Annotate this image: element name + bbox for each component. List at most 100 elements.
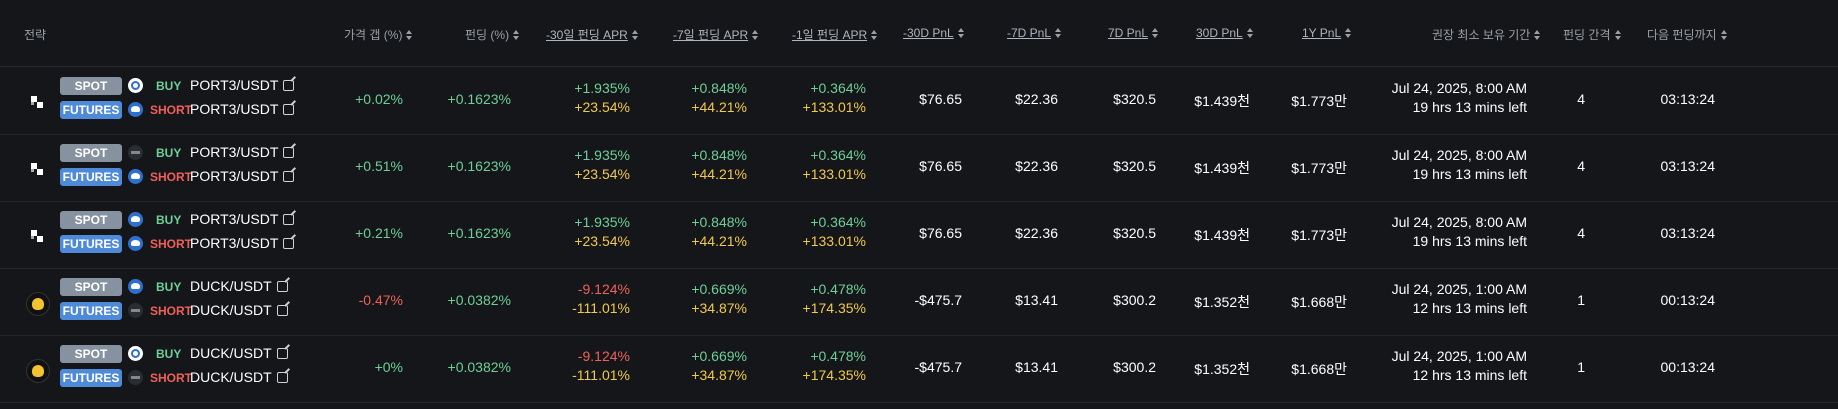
header-pnl30[interactable]: 30D PnL [1196, 26, 1253, 40]
table-row[interactable]: SPOT FUTURES BUY SHORT PORT3/USDT PORT3/… [0, 201, 1838, 269]
sort-icon [752, 29, 759, 40]
spot-badge: SPOT [60, 211, 122, 229]
pnl30: $1.439천 [1194, 93, 1250, 109]
pnl30: $1.439천 [1194, 227, 1250, 243]
pair-name: PORT3/USDT [190, 211, 279, 227]
price-gap: +0.02% [355, 91, 403, 107]
apr1-rate: +0.478% [810, 281, 866, 297]
header-hold[interactable]: 권장 최소 보유 기간 [1432, 26, 1541, 43]
futures-pair-link[interactable]: DUCK/USDT [190, 369, 288, 385]
external-link-icon [283, 170, 295, 182]
header-funding[interactable]: 펀딩 (%) [465, 26, 520, 43]
next-funding-countdown: 03:13:24 [1660, 91, 1716, 107]
table-row[interactable]: SPOT FUTURES BUY SHORT PORT3/USDT PORT3/… [0, 67, 1838, 135]
funding-rate: +0.1623% [447, 158, 511, 174]
pnl1y: $1.668만 [1291, 361, 1347, 377]
futures-pair-link[interactable]: PORT3/USDT [190, 101, 295, 117]
exchange-icon [128, 145, 143, 160]
pnl30: $1.352천 [1194, 361, 1250, 377]
futures-pair-link[interactable]: PORT3/USDT [190, 235, 295, 251]
spot-pair-link[interactable]: PORT3/USDT [190, 144, 295, 160]
short-label: SHORT [150, 304, 192, 318]
hold-date: Jul 24, 2025, 1:00 AM [1391, 348, 1527, 364]
apr30-annual: +23.54% [574, 233, 630, 249]
hold-remaining: 19 hrs 13 mins left [1412, 233, 1527, 249]
sort-icon [406, 29, 413, 40]
sort-icon [1614, 29, 1621, 40]
apr1-annual: +133.01% [802, 99, 866, 115]
spot-pair-link[interactable]: PORT3/USDT [190, 211, 295, 227]
header-apr30[interactable]: -30일 펀딩 APR [546, 26, 638, 43]
pnl7-neg: $13.41 [1015, 359, 1058, 375]
header-pnl7-neg[interactable]: -7D PnL [1007, 26, 1062, 40]
exchange-icon [128, 346, 143, 361]
spot-pair-link[interactable]: DUCK/USDT [190, 278, 288, 294]
spot-pair-link[interactable]: PORT3/USDT [190, 77, 295, 93]
header-pnl30-neg[interactable]: -30D PnL [903, 26, 964, 40]
header-apr1[interactable]: -1일 펀딩 APR [792, 26, 878, 43]
apr1-rate: +0.364% [810, 214, 866, 230]
exchange-icon [128, 236, 143, 251]
sort-icon [1055, 28, 1062, 38]
header-pnl1y[interactable]: 1Y PnL [1302, 26, 1352, 40]
short-label: SHORT [150, 237, 192, 251]
apr1-annual: +174.35% [802, 300, 866, 316]
hold-date: Jul 24, 2025, 1:00 AM [1391, 281, 1527, 297]
spot-pair-link[interactable]: DUCK/USDT [190, 345, 288, 361]
header-price-gap[interactable]: 가격 갭 (%) [344, 26, 413, 43]
apr30-annual: -111.01% [572, 367, 630, 383]
sort-icon [1534, 29, 1541, 40]
buy-label: BUY [156, 347, 182, 361]
pnl30: $1.352천 [1194, 294, 1250, 310]
header-pnl7[interactable]: 7D PnL [1108, 26, 1159, 40]
pair-name: PORT3/USDT [190, 101, 279, 117]
pnl7: $320.5 [1113, 158, 1156, 174]
sort-icon [1246, 28, 1253, 38]
apr30-rate: +1.935% [574, 80, 630, 96]
header-next[interactable]: 다음 펀딩까지 [1647, 26, 1727, 43]
apr30-annual: +23.54% [574, 99, 630, 115]
futures-pair-link[interactable]: DUCK/USDT [190, 302, 288, 318]
apr7-rate: +0.848% [691, 214, 747, 230]
apr30-rate: -9.124% [577, 348, 630, 364]
funding-interval: 1 [1577, 359, 1585, 375]
pnl30-neg: $76.65 [919, 225, 962, 241]
hold-date: Jul 24, 2025, 8:00 AM [1391, 214, 1527, 230]
short-label: SHORT [150, 371, 192, 385]
external-link-icon [283, 237, 295, 249]
buy-label: BUY [156, 280, 182, 294]
exchange-icon [128, 370, 143, 385]
apr7-annual: +44.21% [691, 166, 747, 182]
pair-name: DUCK/USDT [190, 278, 272, 294]
futures-pair-link[interactable]: PORT3/USDT [190, 168, 295, 184]
pnl7: $320.5 [1113, 91, 1156, 107]
futures-badge: FUTURES [60, 101, 122, 119]
header-apr7[interactable]: -7일 펀딩 APR [673, 26, 759, 43]
table-row[interactable]: SPOT FUTURES BUY SHORT DUCK/USDT DUCK/US… [0, 335, 1838, 403]
sort-icon [513, 29, 520, 40]
header-interval[interactable]: 펀딩 간격 [1563, 26, 1621, 43]
table-row[interactable]: SPOT FUTURES BUY SHORT PORT3/USDT PORT3/… [0, 134, 1838, 202]
price-gap: +0.51% [355, 158, 403, 174]
price-gap: -0.47% [358, 292, 403, 308]
futures-badge: FUTURES [60, 168, 122, 186]
pnl7: $300.2 [1113, 292, 1156, 308]
spot-badge: SPOT [60, 77, 122, 95]
port3-logo-icon [26, 158, 48, 180]
apr7-annual: +34.87% [691, 300, 747, 316]
pair-name: DUCK/USDT [190, 302, 272, 318]
table-row[interactable]: SPOT FUTURES BUY SHORT DUCK/USDT DUCK/US… [0, 268, 1838, 336]
apr7-rate: +0.848% [691, 80, 747, 96]
exchange-icon [128, 102, 143, 117]
pnl30-neg: $76.65 [919, 158, 962, 174]
funding-interval: 4 [1577, 225, 1585, 241]
pnl7: $300.2 [1113, 359, 1156, 375]
pnl1y: $1.773만 [1291, 227, 1347, 243]
apr7-annual: +34.87% [691, 367, 747, 383]
funding-interval: 4 [1577, 91, 1585, 107]
apr30-rate: +1.935% [574, 214, 630, 230]
sort-icon [871, 29, 878, 40]
table-header: 전략 가격 갭 (%) 펀딩 (%) -30일 펀딩 APR -7일 펀딩 AP… [0, 0, 1838, 67]
pnl7: $320.5 [1113, 225, 1156, 241]
